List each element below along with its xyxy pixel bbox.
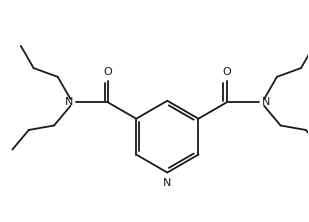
Text: N: N [65, 97, 73, 107]
Text: N: N [163, 178, 171, 188]
Text: O: O [104, 67, 112, 77]
Text: N: N [261, 97, 270, 107]
Text: O: O [222, 67, 231, 77]
